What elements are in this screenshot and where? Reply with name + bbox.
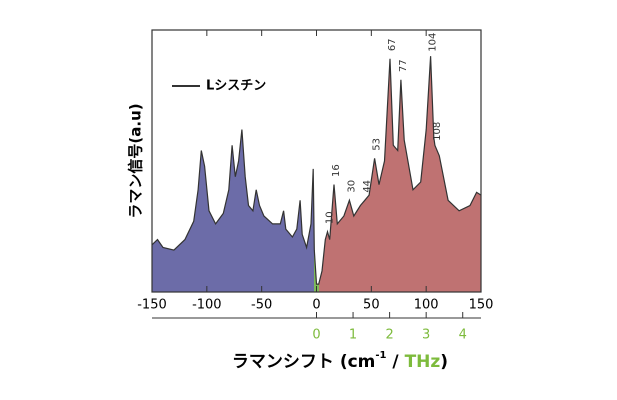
peak-label: 104 [428,33,439,52]
peak-label: 44 [362,180,373,193]
x-axis-label: ラマンシフト (cm-1 / THz) [232,350,448,372]
peak-label: 16 [331,164,342,177]
peak-label: 30 [346,180,357,193]
x-label-sup: -1 [375,350,386,361]
x-tick-label: 50 [363,298,380,313]
peak-label: 53 [372,138,383,151]
x-tick-label: -150 [137,298,167,313]
x2-tick-label: 4 [459,328,467,343]
x-tick-label: -100 [192,298,222,313]
area-fill [319,56,481,292]
x2-tick-label: 3 [422,328,430,343]
x-tick-label: 100 [414,298,439,313]
x-tick-label: 150 [469,298,494,313]
y-axis-label: ラマン信号(a.u) [127,103,145,218]
spectrum-line [151,56,482,285]
x-label-part: ラマンシフト (cm [232,352,375,372]
area-fill [314,227,319,292]
peak-label: 77 [398,59,409,72]
x-label-part: ) [440,352,448,372]
peak-label: 108 [432,122,443,141]
x-tick-label: -50 [251,298,272,313]
x2-tick-label: 0 [312,328,320,343]
x2-tick-label: 2 [385,328,393,343]
x-tick-label: 0 [312,298,320,313]
area-fill [152,129,314,292]
peak-label: 67 [387,38,398,51]
x-label-part: / [387,352,405,372]
x-label-thz: THz [405,352,441,372]
peak-label: 10 [324,211,335,224]
legend-label: Lシスチン [206,79,266,94]
x2-tick-label: 1 [349,328,357,343]
